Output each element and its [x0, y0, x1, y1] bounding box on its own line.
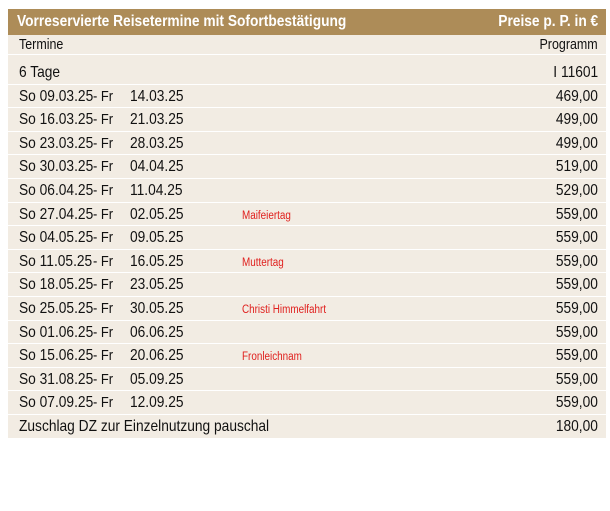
- column-header-dates: Termine: [19, 37, 64, 53]
- table-row: So 11.05.25- Fr 16.05.25 Muttertag 559,00: [8, 249, 606, 274]
- weekday-separator: - Fr: [93, 111, 114, 129]
- weekday-separator: - Fr: [93, 134, 114, 152]
- holiday-note: Maifeiertag: [242, 209, 291, 222]
- end-date: 16.05.25: [130, 252, 184, 270]
- price-unit-label: Preise p. P. in €: [498, 13, 598, 30]
- table-row: So 01.06.25- Fr 06.06.25 559,00: [8, 320, 606, 345]
- table-row: So 16.03.25- Fr 21.03.25 499,00: [8, 108, 606, 132]
- weekday-separator: - Fr: [93, 276, 114, 294]
- start-date: So 27.04.25: [19, 205, 94, 223]
- spacer-row: [8, 55, 606, 61]
- holiday-note: Muttertag: [242, 256, 284, 269]
- table-row: So 07.09.25- Fr 12.09.25 559,00: [8, 391, 606, 415]
- start-date: So 06.04.25: [19, 181, 94, 199]
- weekday-separator: - Fr: [93, 323, 114, 341]
- surcharge-label: Zuschlag DZ zur Einzelnutzung pauschal: [19, 417, 270, 435]
- table-row: So 04.05.25- Fr 09.05.25 559,00: [8, 226, 606, 250]
- table-row: So 15.06.25- Fr 20.06.25 Fronleichnam 559,0…: [8, 344, 606, 368]
- weekday-separator: - Fr: [93, 229, 114, 247]
- row-price: 559,00: [555, 394, 598, 412]
- end-date: 09.05.25: [130, 229, 184, 247]
- row-price: 469,00: [555, 87, 598, 105]
- row-price: 519,00: [555, 158, 598, 176]
- table-title-bar: Vorreservierte Reisetermine mit Sofortbe…: [8, 9, 606, 35]
- table-row: So 31.08.25- Fr 05.09.25 559,00: [8, 367, 606, 392]
- row-price: 529,00: [555, 181, 598, 199]
- start-date: So 25.05.25: [19, 299, 94, 317]
- table-title: Vorreservierte Reisetermine mit Sofortbe…: [17, 13, 347, 30]
- table-row: So 09.03.25- Fr 14.03.25 469,00: [8, 84, 606, 109]
- column-header-program: Programm: [539, 37, 598, 53]
- end-date: 12.09.25: [130, 394, 184, 412]
- end-date: 23.05.25: [130, 276, 184, 294]
- start-date: So 07.09.25: [19, 394, 94, 412]
- table-row: So 27.04.25- Fr 02.05.25 Maifeiertag 559,00: [8, 202, 606, 227]
- start-date: So 23.03.25: [19, 134, 94, 152]
- table-row: So 18.05.25- Fr 23.05.25 559,00: [8, 273, 606, 297]
- start-date: So 04.05.25: [19, 229, 94, 247]
- start-date: So 15.06.25: [19, 347, 94, 365]
- table-row: So 30.03.25- Fr 04.04.25 519,00: [8, 155, 606, 179]
- end-date: 02.05.25: [130, 205, 184, 223]
- row-price: 559,00: [555, 229, 598, 247]
- weekday-separator: - Fr: [93, 370, 114, 388]
- start-date: So 11.05.25: [19, 252, 93, 270]
- row-price: 559,00: [555, 205, 598, 223]
- end-date: 28.03.25: [130, 134, 184, 152]
- table-row: So 25.05.25- Fr 30.05.25 Christi Himmelfah…: [8, 296, 606, 321]
- weekday-separator: - Fr: [93, 87, 114, 105]
- weekday-separator: - Fr: [93, 299, 114, 317]
- program-code: I 11601: [553, 64, 598, 81]
- end-date: 21.03.25: [130, 111, 184, 129]
- table-row: So 23.03.25- Fr 28.03.25 499,00: [8, 131, 606, 156]
- weekday-separator: - Fr: [93, 394, 114, 412]
- footer-row: Zuschlag DZ zur Einzelnutzung pauschal 1…: [8, 414, 606, 439]
- end-date: 30.05.25: [130, 299, 184, 317]
- row-price: 559,00: [555, 347, 598, 365]
- weekday-separator: - Fr: [93, 347, 114, 365]
- start-date: So 18.05.25: [19, 276, 94, 294]
- row-price: 559,00: [555, 276, 598, 294]
- duration-label: 6 Tage: [19, 64, 61, 81]
- surcharge-price: 180,00: [555, 417, 598, 435]
- date-rows: So 09.03.25- Fr 14.03.25 469,00 So 16.03.25…: [8, 84, 606, 415]
- row-price: 559,00: [555, 299, 598, 317]
- row-price: 499,00: [555, 134, 598, 152]
- start-date: So 09.03.25: [19, 87, 94, 105]
- end-date: 06.06.25: [130, 323, 184, 341]
- price-table: Vorreservierte Reisetermine mit Sofortbe…: [8, 9, 606, 439]
- section-row: 6 Tage I 11601: [8, 61, 606, 85]
- end-date: 05.09.25: [130, 370, 184, 388]
- row-price: 499,00: [555, 111, 598, 129]
- end-date: 20.06.25: [130, 347, 184, 365]
- weekday-separator: - Fr: [93, 252, 114, 270]
- table-row: So 06.04.25- Fr 11.04.25 529,00: [8, 178, 606, 203]
- end-date: 11.04.25: [130, 181, 183, 199]
- end-date: 04.04.25: [130, 158, 184, 176]
- end-date: 14.03.25: [130, 87, 184, 105]
- row-price: 559,00: [555, 323, 598, 341]
- weekday-separator: - Fr: [93, 158, 114, 176]
- row-price: 559,00: [555, 370, 598, 388]
- holiday-note: Christi Himmelfahrt: [242, 303, 327, 316]
- holiday-note: Fronleichnam: [242, 351, 302, 364]
- start-date: So 30.03.25: [19, 158, 94, 176]
- weekday-separator: - Fr: [93, 181, 114, 199]
- start-date: So 16.03.25: [19, 111, 94, 129]
- start-date: So 31.08.25: [19, 370, 94, 388]
- row-price: 559,00: [555, 252, 598, 270]
- column-header-row: Termine Programm: [8, 35, 606, 55]
- weekday-separator: - Fr: [93, 205, 114, 223]
- start-date: So 01.06.25: [19, 323, 94, 341]
